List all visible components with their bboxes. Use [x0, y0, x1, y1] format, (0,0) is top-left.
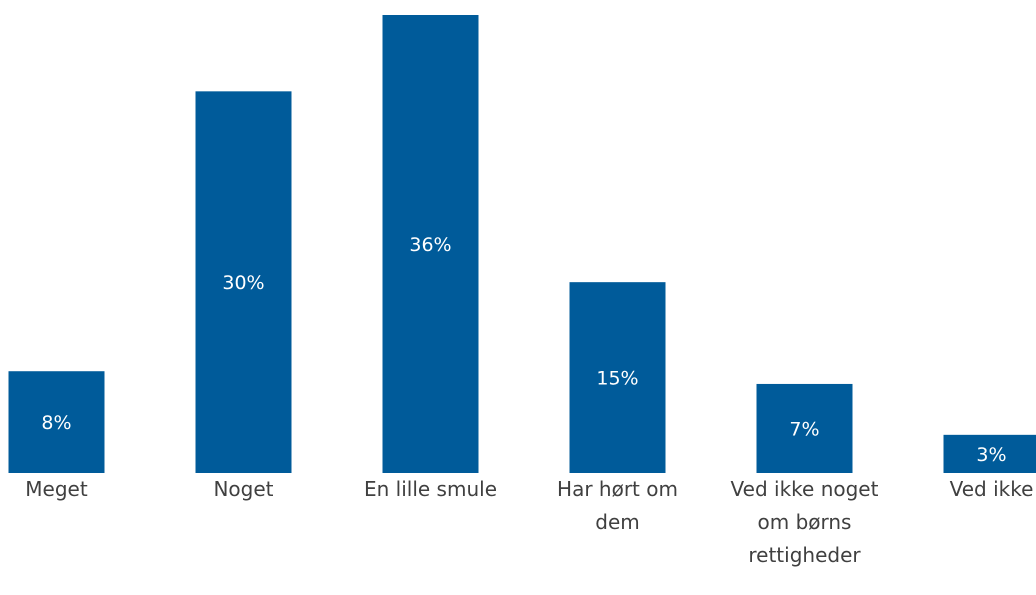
category-label-line: En lille smule — [364, 477, 497, 501]
category-label-line: Ved ikke — [950, 477, 1034, 501]
bars-group — [8, 15, 1036, 473]
bar-0 — [8, 371, 105, 473]
bar-value-label-2: 36% — [409, 234, 451, 256]
category-label-2: En lille smule — [364, 477, 497, 501]
bar-value-label-5: 3% — [976, 444, 1006, 466]
bar-4 — [756, 383, 853, 473]
value-labels-group: 8% 30% 36% 15% 7% 3% — [41, 234, 1006, 466]
bar-value-label-0: 8% — [41, 412, 71, 434]
category-label-line: Meget — [25, 477, 88, 501]
bar-value-label-4: 7% — [789, 418, 819, 440]
bar-2 — [382, 15, 479, 473]
category-label-line: Noget — [213, 477, 273, 501]
category-label-4: Ved ikke noget om børns rettigheder — [731, 477, 879, 567]
category-label-line: Har hørt om — [557, 477, 678, 501]
category-label-line: Ved ikke noget — [731, 477, 879, 501]
category-labels-group: Meget Noget En lille smule Har hørt om dem Ve… — [25, 477, 1033, 567]
category-label-1: Noget — [213, 477, 273, 501]
bar-5 — [943, 434, 1036, 473]
bar-3 — [569, 282, 666, 473]
bar-value-label-1: 30% — [222, 272, 264, 294]
category-label-line: om børns — [758, 510, 852, 534]
category-label-5: Ved ikke — [950, 477, 1034, 501]
category-label-line: dem — [595, 510, 639, 534]
category-label-3: Har hørt om dem — [557, 477, 678, 534]
category-label-0: Meget — [25, 477, 88, 501]
category-label-line: rettigheder — [748, 543, 861, 567]
bar-1 — [195, 91, 292, 473]
bar-value-label-3: 15% — [596, 368, 638, 390]
